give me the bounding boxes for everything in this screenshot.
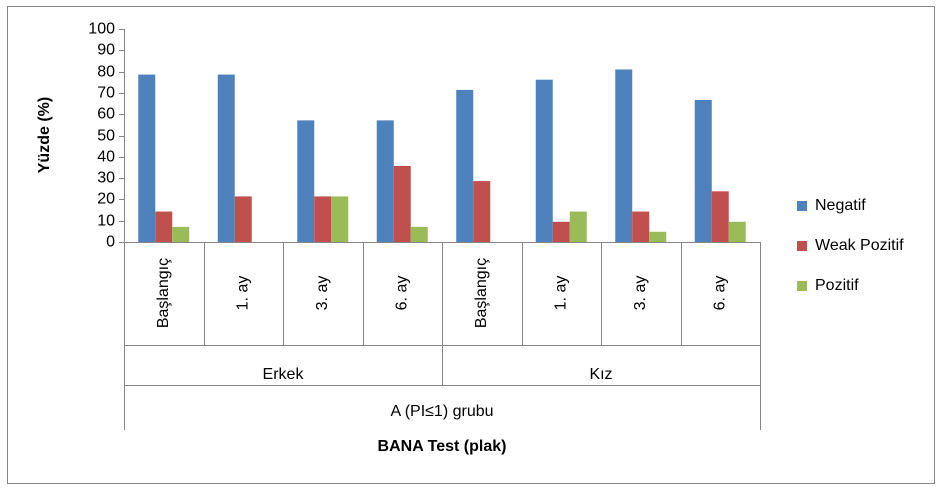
chart-frame <box>7 6 935 484</box>
x-tick-label: Başlangıç <box>155 258 172 328</box>
y-tick-label: 0 <box>106 234 115 251</box>
x-tick-label: 1. ay <box>552 276 569 311</box>
legend-swatch <box>797 281 807 291</box>
legend-swatch <box>797 241 807 251</box>
legend-label: Negatif <box>815 197 866 214</box>
bar <box>569 211 587 242</box>
y-tick-label: 80 <box>97 64 115 81</box>
y-tick-label: 60 <box>97 106 115 123</box>
legend-label: Pozitif <box>815 277 859 294</box>
bar <box>728 221 746 242</box>
y-axis-title: Yüzde (%) <box>36 97 53 173</box>
bar <box>314 196 332 242</box>
bar <box>615 69 633 242</box>
x-tick-label: 6. ay <box>393 276 410 311</box>
x-tick-label: 6. ay <box>711 276 728 311</box>
y-tick-label: 30 <box>97 170 115 187</box>
bar <box>331 196 349 242</box>
bar <box>694 99 712 242</box>
bar <box>649 231 667 242</box>
group-label: Erkek <box>263 366 305 383</box>
bar <box>155 211 173 242</box>
bar <box>456 89 474 242</box>
bar <box>473 181 491 242</box>
x-tick-label: 3. ay <box>314 276 331 311</box>
bar <box>172 226 190 242</box>
group-label: Kız <box>589 366 612 383</box>
bar <box>234 196 252 242</box>
x-tick-label: 1. ay <box>234 276 251 311</box>
bar <box>297 120 315 242</box>
bar <box>376 120 394 242</box>
y-tick-label: 70 <box>97 85 115 102</box>
x-axis-title: BANA Test (plak) <box>378 438 507 455</box>
x-tick-label: Başlangıç <box>473 258 490 328</box>
bar <box>632 211 650 242</box>
supergroup-label: A (PI≤1) grubu <box>390 403 493 420</box>
bar <box>410 226 428 242</box>
y-tick-label: 10 <box>97 213 115 230</box>
bar <box>217 74 235 242</box>
bar <box>393 165 411 242</box>
legend-swatch <box>797 201 807 211</box>
bar <box>552 221 570 242</box>
y-tick-label: 90 <box>97 42 115 59</box>
y-tick-label: 40 <box>97 149 115 166</box>
y-tick-label: 20 <box>97 191 115 208</box>
legend-label: Weak Pozitif <box>815 237 904 254</box>
bar <box>535 79 553 242</box>
bar <box>711 191 729 242</box>
x-tick-label: 3. ay <box>632 276 649 311</box>
bar <box>138 74 156 242</box>
y-tick-label: 100 <box>88 21 115 38</box>
y-tick-label: 50 <box>97 128 115 145</box>
